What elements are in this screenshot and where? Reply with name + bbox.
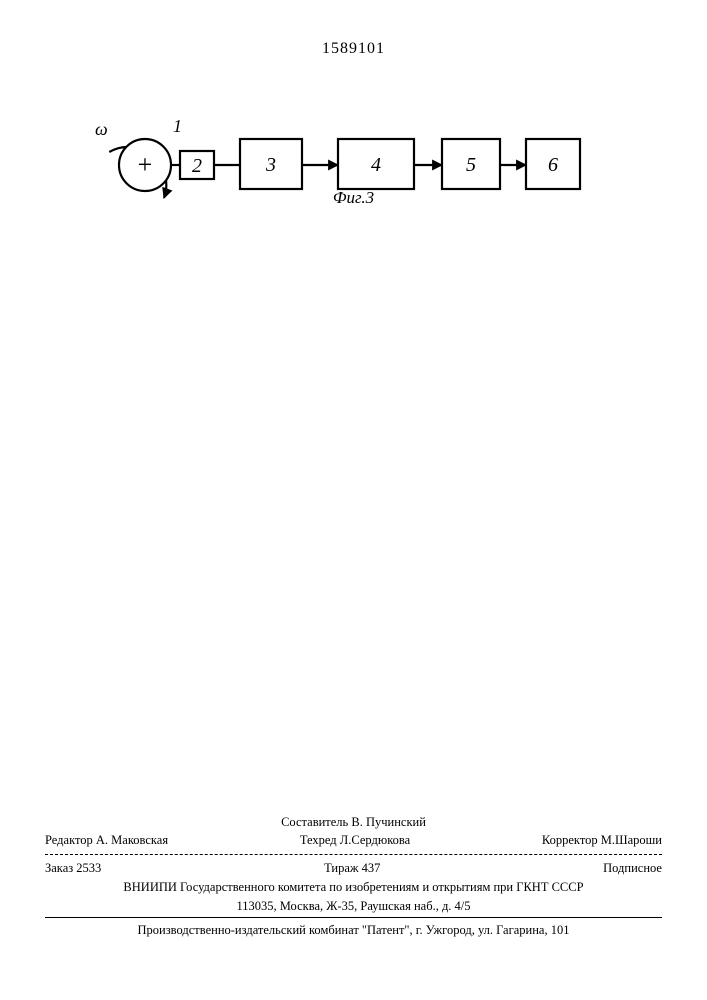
page: 1589101 ω +12 3 4 5 6 Фиг.3 Составитель В. Пу… [0,0,707,1000]
figure-caption: Фиг.3 [0,188,707,208]
svg-text:4: 4 [371,154,381,176]
footer-divider-2 [45,917,662,918]
diagram-svg: ω +12 3 4 5 6 [90,105,610,235]
footer-subscription: Подписное [603,859,662,878]
footer-tirazh: Тираж 437 [324,859,380,878]
svg-text:1: 1 [173,116,182,136]
footer-divider-1 [45,854,662,855]
footer-org: ВНИИПИ Государственного комитета по изоб… [45,878,662,897]
footer-block: Составитель В. Пучинский Редактор А. Мак… [45,813,662,941]
footer-publisher: Производственно-издательский комбинат "П… [45,921,662,940]
block-diagram: ω +12 3 4 5 6 [90,105,610,235]
svg-text:ω: ω [95,119,108,139]
svg-text:3: 3 [265,154,276,176]
footer-order-row: Заказ 2533 Тираж 437 Подписное [45,859,662,878]
footer-corrector: Корректор М.Шароши [542,831,662,850]
patent-number: 1589101 [0,40,707,58]
svg-text:6: 6 [548,154,558,176]
footer-compiler: Составитель В. Пучинский [45,813,662,832]
footer-techred: Техред Л.Сердюкова [300,831,410,850]
footer-order: Заказ 2533 [45,859,101,878]
svg-text:2: 2 [192,155,202,177]
svg-text:5: 5 [466,154,476,176]
footer-editor: Редактор А. Маковская [45,831,168,850]
footer-credits-row: Редактор А. Маковская Техред Л.Сердюкова… [45,831,662,850]
svg-text:+: + [138,150,153,179]
footer-address: 113035, Москва, Ж-35, Раушская наб., д. … [45,897,662,916]
